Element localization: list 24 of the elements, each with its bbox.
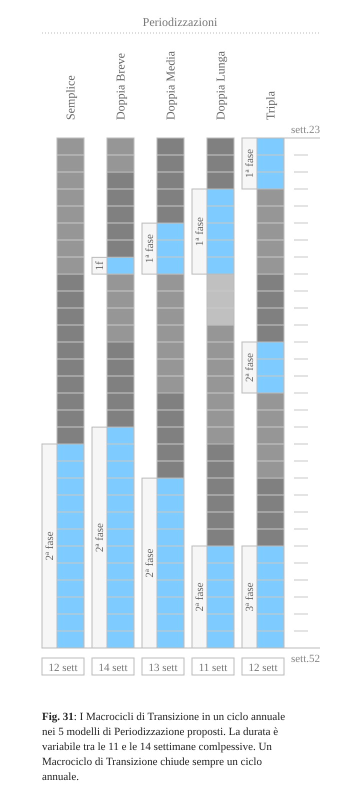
annotation: 1ª fase [244, 148, 256, 178]
text: sett.52 [290, 653, 320, 665]
annotation: 2ª fase [44, 531, 56, 560]
text: sett.23 [290, 124, 320, 136]
text: 11 sett [198, 662, 228, 674]
text: 14 sett [98, 662, 128, 674]
x-tick-label: Doppia Media [164, 50, 178, 120]
annotation: 2ª fase [194, 582, 206, 612]
annotation: 1f [94, 260, 106, 270]
x-tick-label: Semplice [64, 75, 78, 120]
annotation: 2ª fase [94, 522, 106, 552]
annotation: 3ª fase [244, 582, 256, 612]
text: 12 sett [248, 662, 278, 674]
annotation: 1ª fase [194, 216, 206, 246]
text: 12 sett [48, 662, 78, 674]
annotation: 2ª fase [144, 548, 156, 578]
x-tick-label: Tripla [264, 90, 278, 120]
caption: Fig. 31: I Macrocicli di Transizione in un ciclo annuale nei 5 modelli di Periodizzazione proposti. La durata è variabile tra le 11 e le 14 settimane comlpessive. Un Macrociclo di Transizione chiude sempre un ciclo annuale. [42, 711, 286, 783]
annotation: 2ª fase [244, 352, 256, 382]
x-tick-label: Doppia Breve [114, 53, 128, 120]
annotation: 1ª fase [144, 234, 156, 264]
x-tick-label: Doppia Lunga [214, 50, 228, 120]
chart-title: Periodizzazioni [142, 15, 218, 29]
text: 13 sett [148, 662, 178, 674]
